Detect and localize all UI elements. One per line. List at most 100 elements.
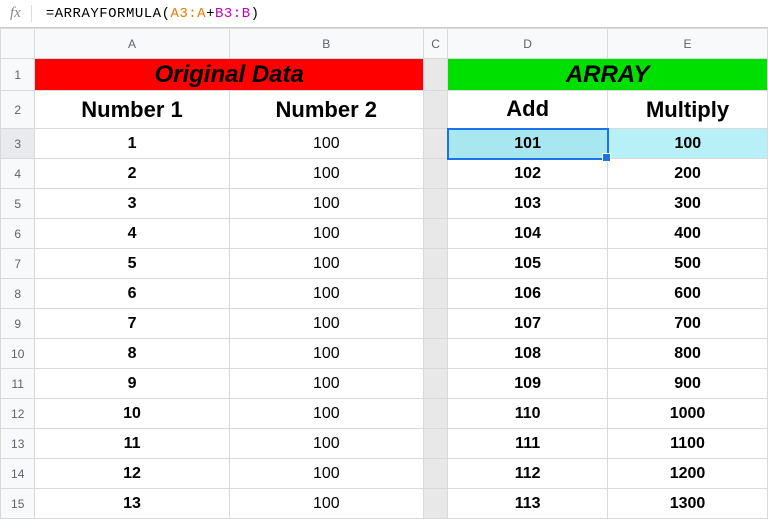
cell-d6[interactable]: 104 <box>448 219 608 249</box>
cell-d10[interactable]: 108 <box>448 339 608 369</box>
cell-b12[interactable]: 100 <box>229 399 423 429</box>
cell-b9[interactable]: 100 <box>229 309 423 339</box>
row-header-3[interactable]: 3 <box>1 129 35 159</box>
cell-e14[interactable]: 1200 <box>608 459 768 489</box>
cell-a8[interactable]: 6 <box>35 279 229 309</box>
cell-a12[interactable]: 10 <box>35 399 229 429</box>
row-9: 9 7 100 107 700 <box>1 309 768 339</box>
cell-d8[interactable]: 106 <box>448 279 608 309</box>
cell-c3[interactable] <box>423 129 447 159</box>
cell-d15[interactable]: 113 <box>448 489 608 519</box>
row-header-1[interactable]: 1 <box>1 59 35 91</box>
cell-a3[interactable]: 1 <box>35 129 229 159</box>
cell-b10[interactable]: 100 <box>229 339 423 369</box>
cell-a4[interactable]: 2 <box>35 159 229 189</box>
cell-e8[interactable]: 600 <box>608 279 768 309</box>
cell-e11[interactable]: 900 <box>608 369 768 399</box>
cell-e7[interactable]: 500 <box>608 249 768 279</box>
cell-d5[interactable]: 103 <box>448 189 608 219</box>
cell-c11[interactable] <box>423 369 447 399</box>
cell-c4[interactable] <box>423 159 447 189</box>
row-header-4[interactable]: 4 <box>1 159 35 189</box>
cell-e5[interactable]: 300 <box>608 189 768 219</box>
cell-e13[interactable]: 1100 <box>608 429 768 459</box>
cell-c14[interactable] <box>423 459 447 489</box>
cell-e2[interactable]: Multiply <box>608 91 768 129</box>
formula-bar[interactable]: fx =ARRAYFORMULA(A3:A+B3:B) <box>0 0 768 28</box>
cell-a1-b1-merged[interactable]: Original Data <box>35 59 424 91</box>
cell-e9[interactable]: 700 <box>608 309 768 339</box>
cell-a2[interactable]: Number 1 <box>35 91 229 129</box>
cell-c15[interactable] <box>423 489 447 519</box>
cell-b3[interactable]: 100 <box>229 129 423 159</box>
col-header-a[interactable]: A <box>35 29 229 59</box>
row-header-7[interactable]: 7 <box>1 249 35 279</box>
cell-d4[interactable]: 102 <box>448 159 608 189</box>
cell-c12[interactable] <box>423 399 447 429</box>
cell-b2[interactable]: Number 2 <box>229 91 423 129</box>
row-header-15[interactable]: 15 <box>1 489 35 519</box>
row-header-2[interactable]: 2 <box>1 91 35 129</box>
row-14: 14 12 100 112 1200 <box>1 459 768 489</box>
cell-c5[interactable] <box>423 189 447 219</box>
cell-a14[interactable]: 12 <box>35 459 229 489</box>
cell-d11[interactable]: 109 <box>448 369 608 399</box>
cell-c1[interactable] <box>423 59 447 91</box>
cell-b13[interactable]: 100 <box>229 429 423 459</box>
cell-e12[interactable]: 1000 <box>608 399 768 429</box>
cell-a7[interactable]: 5 <box>35 249 229 279</box>
cell-b11[interactable]: 100 <box>229 369 423 399</box>
col-header-c[interactable]: C <box>423 29 447 59</box>
col-header-b[interactable]: B <box>229 29 423 59</box>
cell-a13[interactable]: 11 <box>35 429 229 459</box>
cell-e6[interactable]: 400 <box>608 219 768 249</box>
cell-c7[interactable] <box>423 249 447 279</box>
cell-d14[interactable]: 112 <box>448 459 608 489</box>
cell-b6[interactable]: 100 <box>229 219 423 249</box>
cell-c2[interactable] <box>423 91 447 129</box>
cell-b5[interactable]: 100 <box>229 189 423 219</box>
row-header-13[interactable]: 13 <box>1 429 35 459</box>
cell-c8[interactable] <box>423 279 447 309</box>
row-header-8[interactable]: 8 <box>1 279 35 309</box>
cell-e4[interactable]: 200 <box>608 159 768 189</box>
col-header-e[interactable]: E <box>608 29 768 59</box>
cell-d7[interactable]: 105 <box>448 249 608 279</box>
cell-c13[interactable] <box>423 429 447 459</box>
col-header-d[interactable]: D <box>448 29 608 59</box>
corner-cell[interactable] <box>1 29 35 59</box>
cell-c9[interactable] <box>423 309 447 339</box>
cell-e3[interactable]: 100 <box>608 129 768 159</box>
cell-d1-e1-merged[interactable]: ARRAY <box>448 59 768 91</box>
cell-a6[interactable]: 4 <box>35 219 229 249</box>
cell-a5[interactable]: 3 <box>35 189 229 219</box>
row-header-11[interactable]: 11 <box>1 369 35 399</box>
cell-d3[interactable]: 101 <box>448 129 608 159</box>
cell-c6[interactable] <box>423 219 447 249</box>
row-header-12[interactable]: 12 <box>1 399 35 429</box>
row-header-6[interactable]: 6 <box>1 219 35 249</box>
cell-d2[interactable]: Add <box>448 91 608 129</box>
cell-b8[interactable]: 100 <box>229 279 423 309</box>
cell-a9[interactable]: 7 <box>35 309 229 339</box>
row-header-14[interactable]: 14 <box>1 459 35 489</box>
cell-b15[interactable]: 100 <box>229 489 423 519</box>
row-header-10[interactable]: 10 <box>1 339 35 369</box>
cell-d13[interactable]: 111 <box>448 429 608 459</box>
spreadsheet-grid[interactable]: A B C D E 1 Original Data ARRAY 2 Number… <box>0 28 768 519</box>
cell-a11[interactable]: 9 <box>35 369 229 399</box>
cell-d12[interactable]: 110 <box>448 399 608 429</box>
cell-e10[interactable]: 800 <box>608 339 768 369</box>
cell-a10[interactable]: 8 <box>35 339 229 369</box>
cell-a15[interactable]: 13 <box>35 489 229 519</box>
cell-b7[interactable]: 100 <box>229 249 423 279</box>
cell-b14[interactable]: 100 <box>229 459 423 489</box>
row-header-9[interactable]: 9 <box>1 309 35 339</box>
cell-c10[interactable] <box>423 339 447 369</box>
row-header-5[interactable]: 5 <box>1 189 35 219</box>
cell-e15[interactable]: 1300 <box>608 489 768 519</box>
cell-d9[interactable]: 107 <box>448 309 608 339</box>
column-header-row: A B C D E <box>1 29 768 59</box>
cell-b4[interactable]: 100 <box>229 159 423 189</box>
formula-input[interactable]: =ARRAYFORMULA(A3:A+B3:B) <box>32 6 260 22</box>
